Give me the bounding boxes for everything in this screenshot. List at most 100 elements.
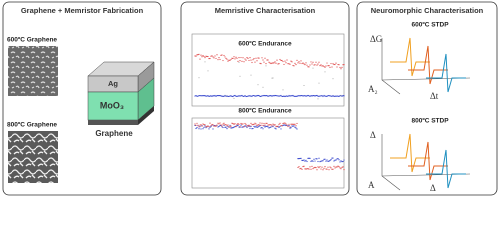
dot [265, 63, 267, 65]
dot [257, 124, 259, 126]
dot [323, 158, 325, 160]
dot [338, 166, 340, 168]
dot [315, 166, 317, 169]
dot [225, 95, 227, 97]
dot [259, 122, 261, 124]
dot [307, 167, 309, 170]
dot [336, 166, 338, 168]
dot [297, 62, 299, 64]
dot [267, 59, 269, 61]
dot [324, 158, 326, 160]
dot [207, 95, 209, 97]
dot [253, 57, 255, 60]
dot [341, 66, 343, 68]
dot [319, 65, 321, 67]
dot [311, 95, 313, 97]
dot [256, 126, 258, 128]
dot [278, 123, 280, 125]
dot [271, 62, 273, 64]
dot [332, 168, 334, 170]
dot [204, 61, 206, 63]
dot [329, 66, 331, 68]
dot [263, 61, 265, 63]
dot [238, 123, 240, 125]
dot [217, 126, 219, 128]
dot [203, 95, 205, 97]
dot [275, 94, 277, 97]
dot [340, 68, 342, 70]
dot [337, 95, 339, 97]
dot [209, 95, 211, 97]
dot [267, 95, 269, 97]
dot [313, 158, 315, 160]
dot [312, 61, 314, 63]
dot [247, 125, 249, 127]
dot [321, 160, 323, 162]
dot [332, 95, 334, 97]
dot [337, 157, 339, 160]
dot [259, 125, 261, 127]
dot [324, 95, 326, 97]
dot [318, 167, 320, 169]
dot [305, 168, 307, 170]
dot [202, 128, 204, 130]
dot [243, 61, 245, 63]
dot [212, 94, 214, 97]
dot [256, 60, 258, 62]
dot [298, 61, 300, 63]
dot [304, 64, 306, 66]
dot [210, 125, 212, 127]
dot [325, 65, 327, 67]
dot [245, 95, 247, 98]
dot [318, 82, 320, 84]
dot [285, 62, 287, 64]
dot [328, 94, 330, 97]
dot [342, 95, 344, 97]
dot [269, 62, 271, 64]
dot [323, 167, 325, 169]
dot [286, 59, 288, 61]
plot-title: 800ºC STDP [411, 118, 449, 125]
dot [199, 124, 201, 126]
dot [268, 95, 270, 97]
dot [194, 95, 196, 97]
dot [318, 61, 320, 63]
dot [342, 64, 344, 66]
dot [327, 95, 329, 97]
stdp-curves [381, 37, 471, 191]
curve [408, 141, 448, 181]
dot [198, 53, 200, 55]
dot [224, 124, 226, 126]
dot [314, 166, 316, 169]
dot [328, 64, 330, 67]
image-label: 600ºC Graphene [7, 37, 57, 44]
dot [298, 166, 300, 168]
dot [294, 95, 296, 97]
axis-label: Δt [430, 91, 439, 101]
dot [205, 95, 207, 97]
dot [218, 94, 220, 97]
dot [245, 125, 247, 127]
dot [321, 65, 323, 67]
dot [236, 125, 238, 127]
dot [333, 160, 335, 162]
dot [316, 64, 318, 66]
dot [261, 122, 263, 124]
dot [230, 125, 232, 127]
dot [198, 77, 200, 79]
plot-title: 800ºC Endurance [238, 108, 292, 115]
dot [287, 95, 289, 98]
dot [290, 60, 292, 62]
endurance-points [194, 53, 345, 171]
dot [206, 55, 208, 58]
dot [265, 94, 267, 97]
dot [282, 60, 284, 63]
dot [298, 95, 300, 97]
dot [230, 95, 232, 97]
dot [226, 125, 228, 127]
dot [250, 74, 252, 76]
dot [311, 63, 313, 65]
dot [248, 95, 250, 97]
dot [291, 61, 293, 63]
dot [289, 126, 291, 128]
